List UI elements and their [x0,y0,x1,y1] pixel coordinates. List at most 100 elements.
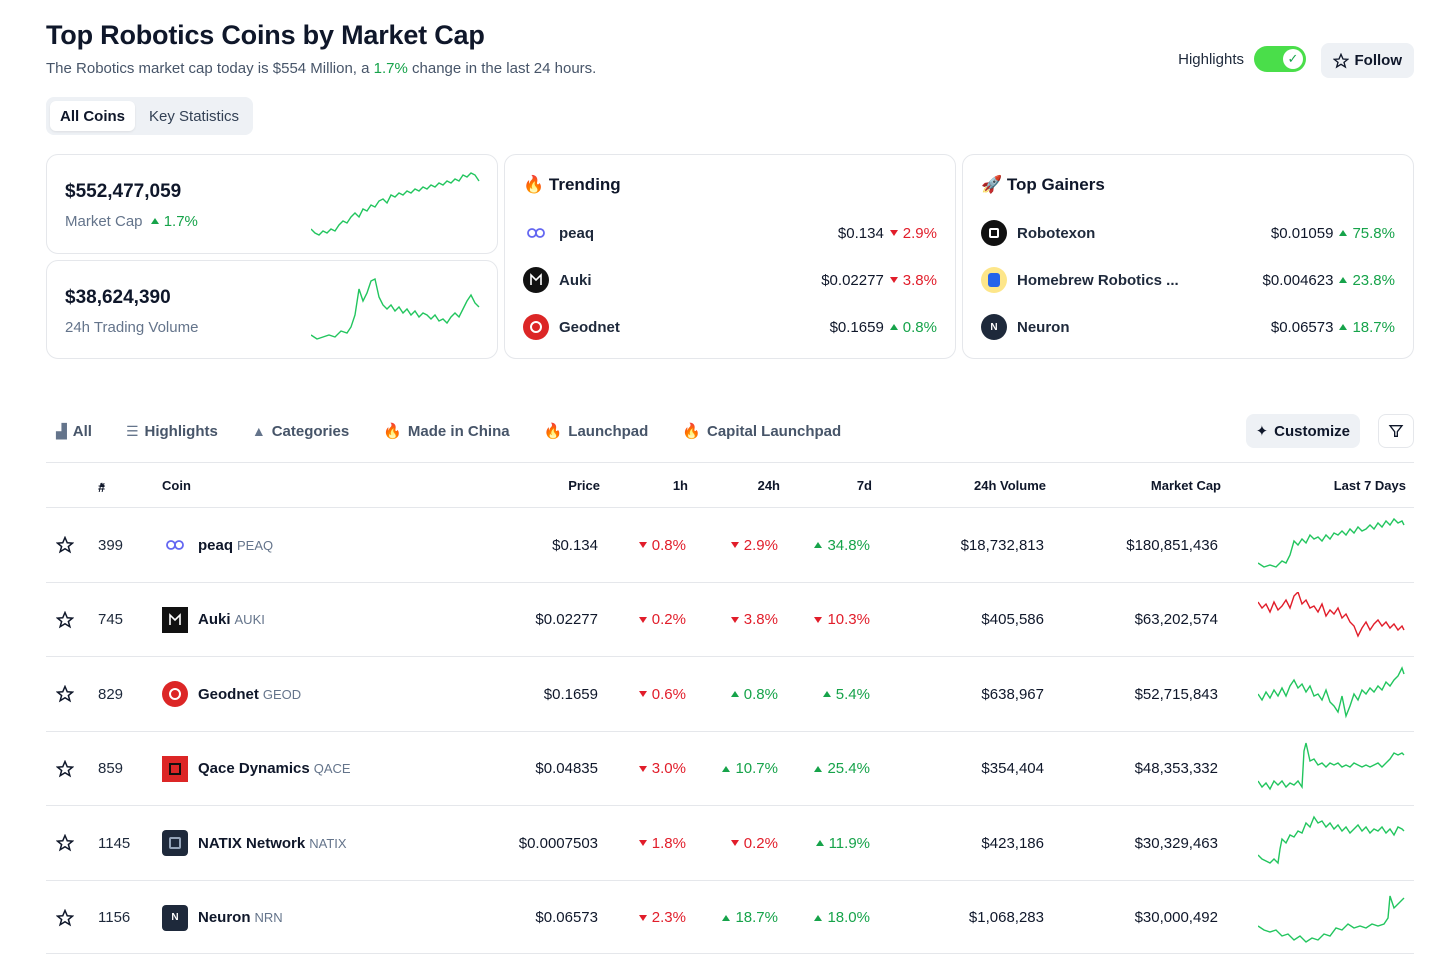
fire-icon: 🔥 [543,423,563,440]
highlights-toggle[interactable]: ✓ [1254,46,1306,72]
volume-label: 24h Trading Volume [65,319,199,336]
volume-card: $38,624,390 24h Trading Volume [46,260,498,359]
star-icon [1332,52,1349,68]
favorite-star-icon[interactable] [56,732,74,806]
table-row[interactable]: 745 Auki AUKI $0.02277 0.2% 3.8% 10.3% $4… [46,581,1414,657]
page-subtitle: The Robotics market cap today is $554 Mi… [46,60,597,77]
favorite-star-icon[interactable] [56,657,74,731]
favorite-star-icon[interactable] [56,806,74,880]
tab-all[interactable]: ▟ All [56,422,92,440]
rank: 1145 [98,834,131,852]
table-bottom-divider [46,953,1414,954]
gainer-item-robotexon[interactable]: Robotexon $0.01059 75.8% [981,219,1395,247]
tab-key-statistics[interactable]: Key Statistics [149,107,240,125]
price: $0.06573 [535,909,598,926]
list-icon: ☰ [125,422,139,439]
favorite-star-icon[interactable] [56,508,74,582]
table-top-divider [46,462,1414,463]
neuron-logo-icon: N [981,314,1007,340]
coin-cell[interactable]: Geodnet GEOD [162,657,301,731]
fire-icon: 🔥 [682,423,701,440]
coin-header[interactable]: Coin [162,478,191,493]
volume: $405,586 [981,611,1044,628]
price: $0.04835 [535,760,598,777]
favorite-star-icon[interactable] [56,583,74,657]
filter-button[interactable] [1378,414,1414,448]
favorite-star-icon[interactable] [56,881,74,955]
coin-cell[interactable]: Auki AUKI [162,583,265,657]
price: $0.134 [552,536,598,554]
sparkline-7d [1258,508,1406,582]
sparkline-7d [1258,881,1406,955]
change-1h: 0.6% [638,657,686,731]
table-row[interactable]: 859 Qace Dynamics QACE $0.04835 3.0% 10.7… [46,730,1414,806]
change-7d: 18.0% [814,881,870,955]
gainer-item-homebrew[interactable]: Homebrew Robotics ... $0.004623 23.8% [981,266,1395,294]
price-header[interactable]: Price [568,478,600,493]
change-24h: 3.8% [730,583,778,657]
coin-cell[interactable]: NATIX Network NATIX [162,806,347,880]
rank: 745 [98,611,124,628]
auki-logo-icon [523,267,549,293]
fire-icon: 🔥 [523,175,545,194]
change-7d: 34.8% [814,508,870,582]
change-1h: 0.8% [638,508,686,582]
table-row[interactable]: 829 Geodnet GEOD $0.1659 0.6% 0.8% 5.4% $… [46,656,1414,730]
coin-cell[interactable]: peaq PEAQ [162,508,273,582]
change-24h: 0.8% [730,657,778,731]
tab-launchpad[interactable]: 🔥 Launchpad [543,422,649,441]
tab-made-in-china[interactable]: 🔥 Made in China [383,422,510,441]
table-row[interactable]: 1145 NATIX Network NATIX $0.0007503 1.8% … [46,805,1414,879]
bar-chart-icon: ▟ [56,422,67,439]
homebrew-logo-icon [981,267,1007,293]
tab-highlights[interactable]: ☰ Highlights [125,422,218,440]
coin-cell[interactable]: Qace Dynamics QACE [162,732,351,806]
neuron-logo-icon: N [162,904,188,931]
rank: 399 [98,536,124,554]
h24-header[interactable]: 24h [757,478,780,493]
gainers-title: 🚀 Top Gainers [981,175,1105,194]
trending-item-geodnet[interactable]: Geodnet $0.1659 0.8% [523,313,937,341]
geodnet-logo-icon [523,314,549,340]
volume: $1,068,283 [968,909,1044,926]
volume-header[interactable]: 24h Volume [973,478,1046,493]
market-cap-label: Market Cap 1.7% [65,213,198,230]
change-24h: 18.7% [722,881,778,955]
customize-button[interactable]: ✦ Customize [1245,414,1360,448]
h1-header[interactable]: 1h [672,478,688,493]
d7-header[interactable]: 7d [856,478,872,493]
coin-cell[interactable]: N Neuron NRN [162,881,283,955]
change-1h: 1.8% [638,806,686,880]
change-24h: 10.7% [722,732,778,806]
market-cap: $48,353,332 [1134,760,1218,777]
trending-card: 🔥 Trending peaq $0.134 2.9% Auki $0.0227… [504,154,956,359]
market-cap-sparkline [311,172,480,236]
market-cap: $30,000,492 [1134,909,1218,926]
follow-button[interactable]: Follow [1320,43,1414,78]
fire-icon: 🔥 [383,423,402,440]
gainer-item-neuron[interactable]: N Neuron $0.06573 18.7% [981,313,1395,341]
change-1h: 0.2% [638,583,686,657]
volume: $354,404 [981,760,1044,777]
table-row[interactable]: 399 peaq PEAQ $0.134 0.8% 2.9% 34.8% $18,… [46,507,1414,581]
tab-capital-launchpad[interactable]: 🔥 Capital Launchpad [682,422,842,441]
highlights-label: Highlights [1178,50,1244,68]
change-1h: 3.0% [638,732,686,806]
sparkle-icon: ✦ [1255,423,1269,440]
price: $0.02277 [535,611,598,628]
rank: 859 [98,760,124,777]
trending-item-peaq[interactable]: peaq $0.134 2.9% [523,219,937,247]
sparkline-7d [1258,732,1406,806]
trending-item-auki[interactable]: Auki $0.02277 3.8% [523,266,937,294]
rocket-icon: 🚀 [981,175,1003,194]
tab-all-coins[interactable]: All Coins [50,101,136,131]
sparkline-7d [1258,657,1406,731]
tab-categories[interactable]: ▲ Categories [251,422,350,440]
trending-title: 🔥 Trending [523,175,621,194]
change-7d: 10.3% [814,583,870,657]
market-cap: $30,329,463 [1134,834,1218,852]
price: $0.1659 [543,685,598,703]
change-24h: 0.2% [730,806,778,880]
table-row[interactable]: 1156 N Neuron NRN $0.06573 2.3% 18.7% 18.0… [46,879,1414,955]
mcap-header[interactable]: Market Cap [1150,478,1221,493]
